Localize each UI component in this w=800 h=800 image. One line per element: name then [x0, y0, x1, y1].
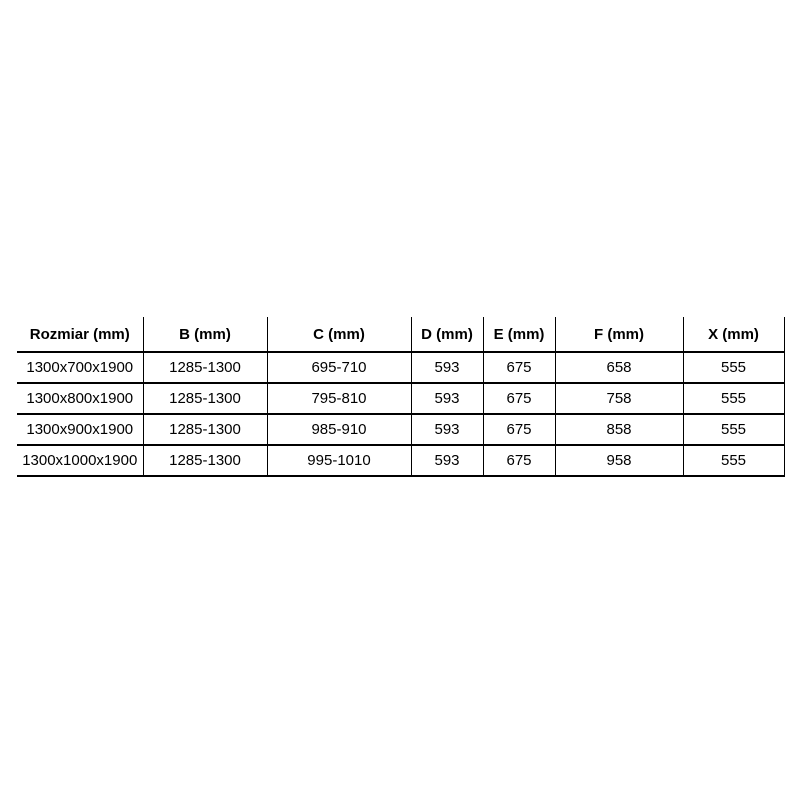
table-cell-e: 675	[482, 444, 556, 477]
table-cell-b: 1285-1300	[142, 351, 268, 384]
table-cell-x: 555	[682, 351, 785, 384]
column-header-rozmiar: Rozmiar (mm)	[17, 317, 144, 353]
table-cell-e: 675	[482, 413, 556, 446]
table-cell-d: 593	[410, 444, 484, 477]
table-cell-d: 593	[410, 382, 484, 415]
table-row: 1300x900x1900 1285-1300 985-910 593 675 …	[17, 413, 785, 446]
table-cell-rozmiar: 1300x1000x1900	[17, 444, 144, 477]
table-cell-d: 593	[410, 413, 484, 446]
table-cell-c: 995-1010	[266, 444, 412, 477]
table-cell-b: 1285-1300	[142, 444, 268, 477]
table-cell-c: 695-710	[266, 351, 412, 384]
table-cell-b: 1285-1300	[142, 382, 268, 415]
table-cell-x: 555	[682, 382, 785, 415]
table-cell-e: 675	[482, 351, 556, 384]
column-header-f: F (mm)	[554, 317, 684, 353]
table-header-row: Rozmiar (mm) B (mm) C (mm) D (mm) E (mm)…	[17, 317, 785, 353]
column-header-b: B (mm)	[142, 317, 268, 353]
table-cell-e: 675	[482, 382, 556, 415]
table-cell-c: 795-810	[266, 382, 412, 415]
table-cell-b: 1285-1300	[142, 413, 268, 446]
table-cell-f: 958	[554, 444, 684, 477]
table-row: 1300x800x1900 1285-1300 795-810 593 675 …	[17, 382, 785, 415]
column-header-e: E (mm)	[482, 317, 556, 353]
table-cell-f: 658	[554, 351, 684, 384]
table-cell-f: 758	[554, 382, 684, 415]
table-cell-d: 593	[410, 351, 484, 384]
column-header-c: C (mm)	[266, 317, 412, 353]
table-cell-rozmiar: 1300x800x1900	[17, 382, 144, 415]
table-cell-rozmiar: 1300x700x1900	[17, 351, 144, 384]
size-table-container: Rozmiar (mm) B (mm) C (mm) D (mm) E (mm)…	[17, 317, 785, 477]
table-cell-f: 858	[554, 413, 684, 446]
column-header-d: D (mm)	[410, 317, 484, 353]
table-row: 1300x1000x1900 1285-1300 995-1010 593 67…	[17, 444, 785, 477]
table-row: 1300x700x1900 1285-1300 695-710 593 675 …	[17, 351, 785, 384]
column-header-x: X (mm)	[682, 317, 785, 353]
table-cell-x: 555	[682, 444, 785, 477]
table-cell-c: 985-910	[266, 413, 412, 446]
table-cell-rozmiar: 1300x900x1900	[17, 413, 144, 446]
table-cell-x: 555	[682, 413, 785, 446]
size-spec-table: Rozmiar (mm) B (mm) C (mm) D (mm) E (mm)…	[17, 317, 785, 477]
